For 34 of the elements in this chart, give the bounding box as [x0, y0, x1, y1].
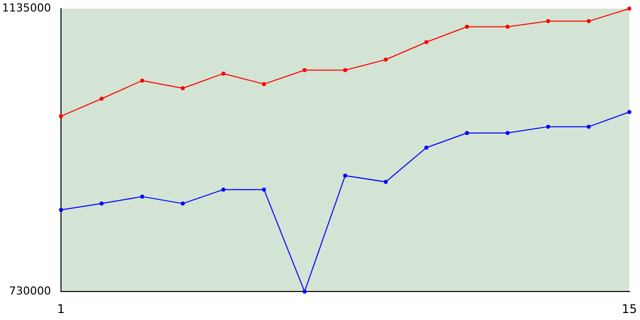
point: [627, 6, 632, 11]
point: [58, 208, 63, 212]
y-tick-label: 1135000: [2, 1, 51, 14]
point: [586, 124, 591, 129]
point: [464, 130, 469, 135]
point: [343, 68, 348, 72]
point: [180, 202, 185, 206]
point: [221, 72, 226, 76]
point: [140, 194, 144, 199]
point: [221, 188, 226, 192]
point: [343, 174, 348, 178]
point: [302, 290, 307, 294]
point: [100, 96, 104, 101]
point: [58, 114, 63, 118]
point: [546, 124, 550, 129]
point: [140, 78, 144, 83]
point: [180, 86, 185, 90]
point: [627, 110, 632, 114]
point: [262, 188, 266, 192]
point: [384, 58, 388, 62]
point: [546, 19, 550, 24]
y-tick-label: 730000: [8, 284, 51, 298]
point: [262, 82, 266, 86]
point: [302, 68, 307, 72]
x-tick-label: 15: [622, 302, 638, 316]
point: [506, 24, 510, 29]
point: [100, 202, 104, 206]
point: [586, 19, 591, 24]
point: [506, 130, 510, 135]
point: [464, 24, 469, 29]
point: [384, 180, 388, 184]
point: [424, 40, 428, 44]
point: [424, 146, 428, 150]
x-tick-label: 1: [57, 302, 65, 316]
